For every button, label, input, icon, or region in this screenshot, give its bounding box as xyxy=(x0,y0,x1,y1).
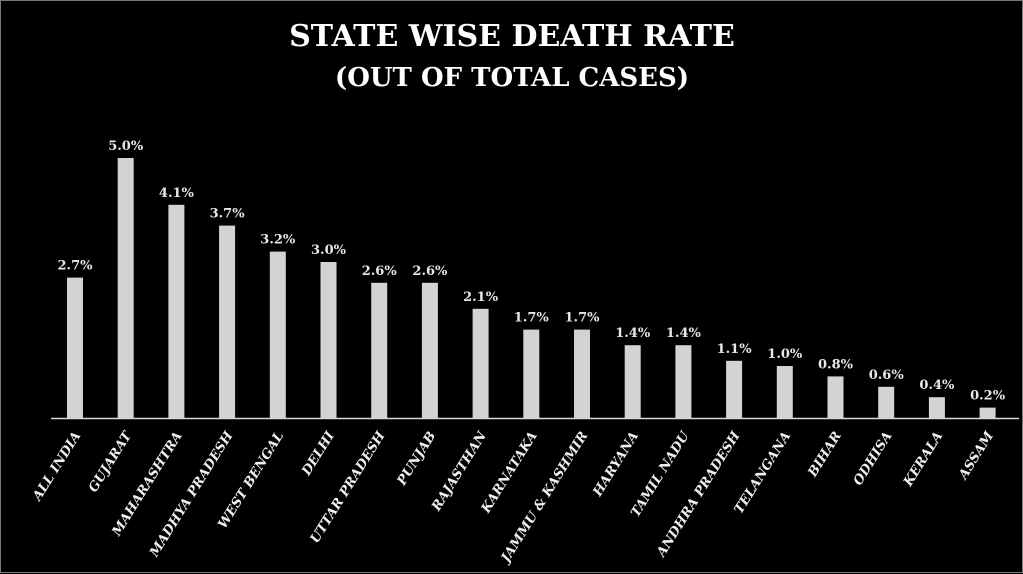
x-tick-label-13: ANDHRA PRADESH xyxy=(653,429,744,562)
data-label-1: 5.0% xyxy=(108,139,144,154)
bar-9 xyxy=(523,329,540,418)
x-tick-label-14: TELANGANA xyxy=(732,429,794,517)
data-label-14: 1.0% xyxy=(767,347,803,362)
data-label-16: 0.6% xyxy=(869,368,905,383)
data-label-12: 1.4% xyxy=(666,326,702,341)
bar-11 xyxy=(624,345,641,418)
x-tick-label-17: KERALA xyxy=(901,429,947,490)
data-label-7: 2.6% xyxy=(412,264,448,279)
bar-2 xyxy=(168,204,185,418)
data-label-4: 3.2% xyxy=(260,233,296,248)
data-label-9: 1.7% xyxy=(514,311,550,326)
bar-8 xyxy=(472,308,489,418)
data-label-3: 3.7% xyxy=(210,207,246,222)
data-label-2: 4.1% xyxy=(159,186,195,201)
x-tick-label-0: ALL INDIA xyxy=(29,429,84,505)
x-tick-label-11: HARYANA xyxy=(590,429,642,500)
x-tick-label-10: JAMMU & KASHMIR xyxy=(497,429,591,568)
bar-15 xyxy=(827,376,844,418)
bar-5 xyxy=(320,262,337,418)
data-label-0: 2.7% xyxy=(58,259,94,274)
bar-13 xyxy=(726,360,743,418)
x-tick-label-18: ASSAM xyxy=(955,429,997,484)
bar-18 xyxy=(979,407,996,418)
x-tick-label-5: DELHI xyxy=(299,428,339,479)
bar-4 xyxy=(269,251,286,418)
data-label-6: 2.6% xyxy=(362,264,398,279)
x-tick-label-7: PUNJAB xyxy=(394,429,439,489)
bar-10 xyxy=(574,329,590,418)
x-tick-label-1: GUJARAT xyxy=(86,428,136,495)
data-label-11: 1.4% xyxy=(615,326,651,341)
bar-3 xyxy=(219,225,236,418)
data-label-10: 1.7% xyxy=(565,311,601,326)
data-label-5: 3.0% xyxy=(311,243,347,258)
data-label-8: 2.1% xyxy=(463,290,499,305)
bar-1 xyxy=(117,158,134,418)
data-label-15: 0.8% xyxy=(818,357,854,372)
bar-7 xyxy=(421,282,438,418)
bar-6 xyxy=(371,282,388,418)
data-label-17: 0.4% xyxy=(919,378,955,393)
data-label-13: 1.1% xyxy=(717,342,753,357)
bar-17 xyxy=(928,397,945,418)
bar-0 xyxy=(67,277,83,418)
bar-14 xyxy=(776,366,793,418)
bar-12 xyxy=(675,345,692,418)
chart-subtitle: (OUT OF TOTAL CASES) xyxy=(335,63,689,93)
bar-16 xyxy=(878,386,895,418)
x-tick-label-15: BIHAR xyxy=(805,429,845,481)
x-tick-label-8: RAJASTHAN xyxy=(429,428,491,514)
x-tick-label-16: ODHISA xyxy=(851,429,896,488)
chart-title: STATE WISE DEATH RATE xyxy=(289,19,735,54)
data-label-18: 0.2% xyxy=(970,389,1006,404)
